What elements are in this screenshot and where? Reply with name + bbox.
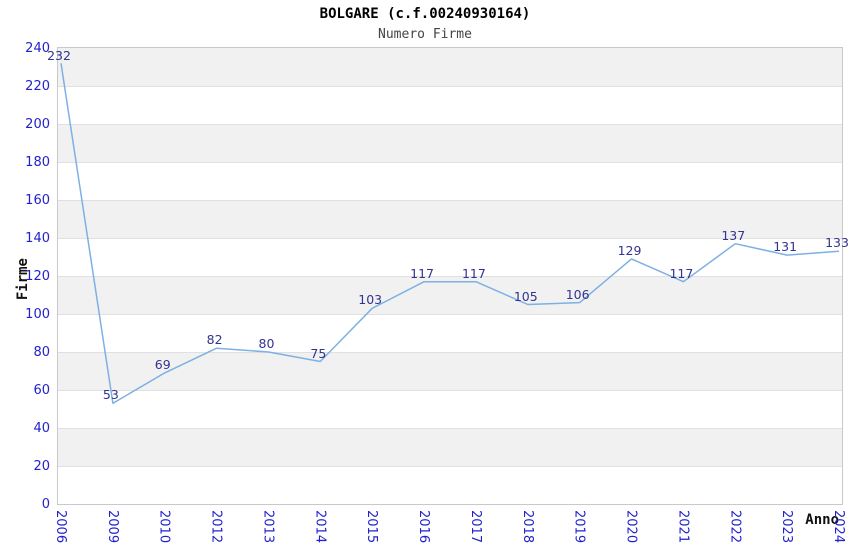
grid-band	[58, 314, 842, 352]
x-tick-label: 2022	[727, 510, 743, 544]
x-axis-title: Anno	[805, 512, 839, 528]
gridline	[58, 390, 842, 391]
y-tick-label: 200	[25, 117, 50, 132]
gridline	[58, 162, 842, 163]
gridline	[58, 86, 842, 87]
y-tick-label: 40	[33, 421, 50, 436]
x-tick-label: 2013	[260, 510, 276, 544]
x-tick-label: 2021	[675, 510, 691, 544]
grid-band	[58, 352, 842, 390]
x-tick-label: 2023	[779, 510, 795, 544]
grid-band	[58, 124, 842, 162]
data-label: 106	[565, 286, 590, 302]
y-tick-label: 20	[33, 459, 50, 474]
x-tick-label: 2010	[156, 510, 172, 544]
data-label: 117	[410, 265, 434, 281]
y-tick-label: 240	[25, 41, 50, 56]
x-tick-label: 2012	[208, 510, 224, 544]
y-tick-label: 120	[25, 269, 50, 284]
x-tick-label: 2024	[831, 510, 846, 544]
data-label: 53	[102, 387, 119, 403]
data-label: 131	[773, 239, 798, 255]
y-tick-label: 160	[25, 193, 50, 208]
plot-area	[57, 47, 843, 505]
x-tick-label: 2014	[312, 510, 328, 544]
data-label: 129	[617, 242, 642, 258]
x-tick-label: 2006	[53, 510, 68, 544]
data-label: 133	[825, 235, 849, 251]
x-tick-label: 2017	[467, 510, 483, 544]
y-tick-label: 80	[33, 345, 50, 360]
y-tick-label: 140	[25, 231, 50, 246]
data-label: 103	[358, 292, 383, 308]
data-label: 80	[258, 336, 275, 351]
y-tick-label: 220	[25, 79, 50, 94]
data-label: 117	[461, 265, 486, 281]
x-tick-label: 2018	[519, 510, 535, 544]
x-tick-label: 2016	[416, 510, 432, 544]
grid-band	[58, 390, 842, 428]
gridline	[58, 238, 842, 239]
gridline	[58, 200, 842, 201]
x-tick-label: 2020	[623, 510, 639, 544]
grid-band	[58, 428, 842, 466]
data-label: 75	[310, 345, 327, 361]
gridline	[58, 466, 842, 467]
grid-band	[58, 466, 842, 504]
line-series	[60, 63, 840, 405]
grid-band	[58, 162, 842, 200]
data-label: 117	[669, 265, 694, 281]
x-tick-label: 2015	[364, 510, 380, 544]
x-tick-label: 2009	[104, 510, 120, 544]
y-tick-label: 180	[25, 155, 50, 170]
gridline	[58, 352, 842, 353]
grid-band	[58, 238, 842, 276]
gridline	[58, 428, 842, 429]
data-label: 69	[154, 356, 171, 372]
chart-title: BOLGARE (c.f.00240930164)	[319, 6, 531, 22]
grid-band	[58, 48, 842, 86]
data-label: 82	[206, 332, 223, 348]
data-label: 105	[513, 288, 538, 304]
gridline	[58, 314, 842, 315]
y-tick-label: 60	[33, 383, 50, 398]
y-tick-label: 100	[25, 307, 50, 322]
chart-subtitle: Numero Firme	[378, 27, 472, 42]
data-label: 137	[721, 227, 746, 243]
gridline	[58, 276, 842, 277]
data-label: 232	[47, 48, 71, 63]
grid-band	[58, 200, 842, 238]
x-tick-label: 2019	[571, 510, 587, 544]
gridline	[58, 124, 842, 125]
grid-band	[58, 86, 842, 124]
y-tick-label: 0	[41, 497, 50, 512]
